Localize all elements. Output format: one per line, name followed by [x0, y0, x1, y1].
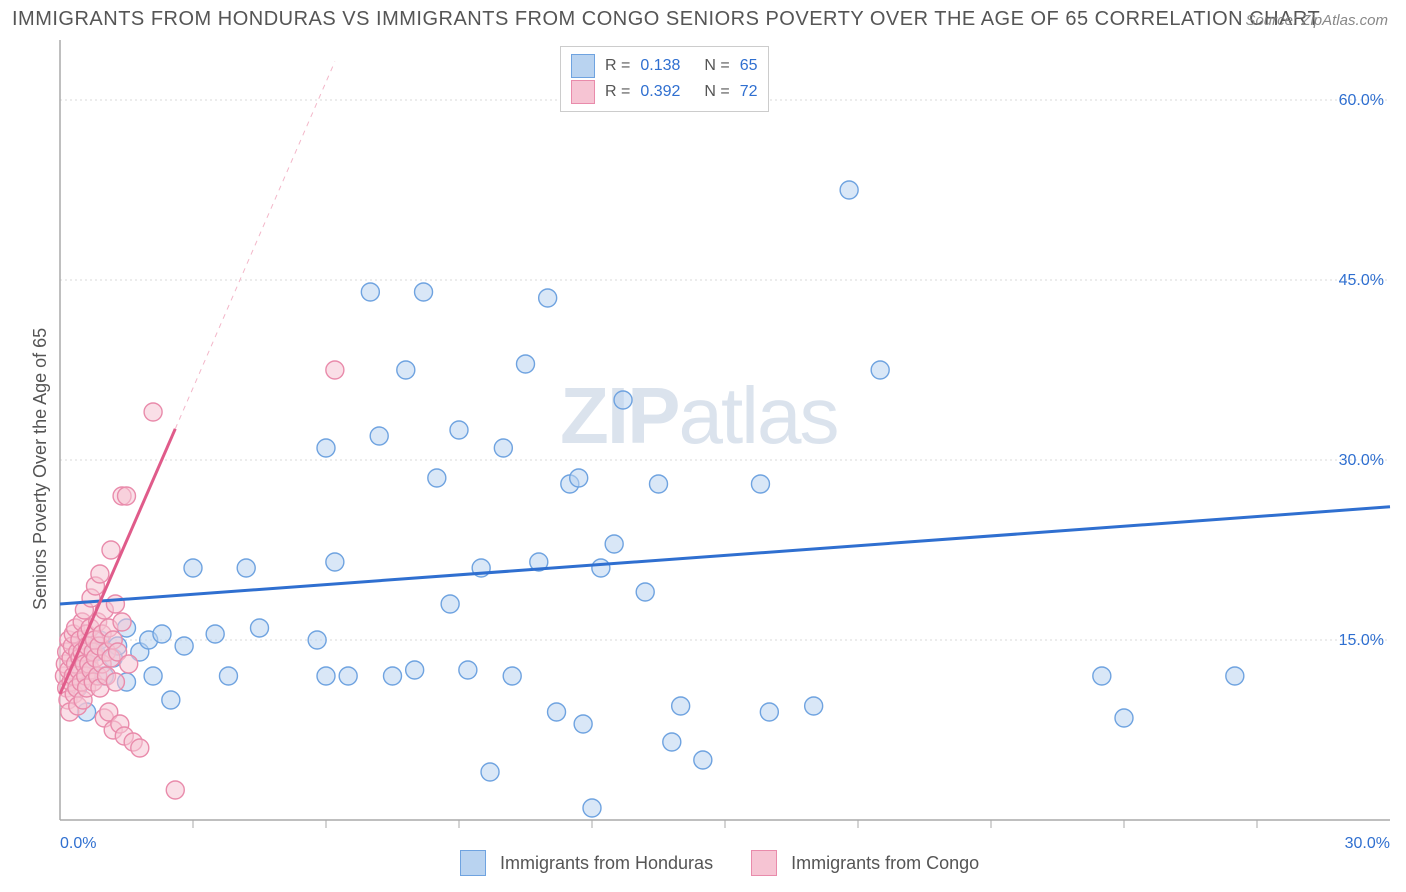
r-value: 0.138 [640, 53, 680, 79]
n-value: 72 [740, 79, 758, 105]
legend-swatch [751, 850, 777, 876]
stats-legend-row: R = 0.138 N = 65 [571, 53, 758, 79]
scatter-chart: 15.0% 30.0% 45.0% 60.0% 0.0% 30.0% [0, 0, 1406, 892]
r-label: R = [605, 53, 630, 79]
stats-legend-row: R = 0.392 N = 72 [571, 79, 758, 105]
r-value: 0.392 [640, 79, 680, 105]
legend-swatch [571, 54, 595, 78]
series-legend: Immigrants from Honduras Immigrants from … [460, 850, 1003, 876]
legend-swatch [460, 850, 486, 876]
stats-legend: R = 0.138 N = 65 R = 0.392 N = 72 [560, 46, 769, 112]
legend-swatch [571, 80, 595, 104]
legend-label: Immigrants from Congo [791, 853, 979, 874]
n-value: 65 [740, 53, 758, 79]
svg-text:30.0%: 30.0% [1345, 835, 1390, 852]
n-label: N = [704, 53, 729, 79]
n-label: N = [704, 79, 729, 105]
svg-text:60.0%: 60.0% [1339, 92, 1384, 109]
svg-text:45.0%: 45.0% [1339, 272, 1384, 289]
svg-text:30.0%: 30.0% [1339, 452, 1384, 469]
svg-text:0.0%: 0.0% [60, 835, 96, 852]
r-label: R = [605, 79, 630, 105]
svg-text:15.0%: 15.0% [1339, 632, 1384, 649]
legend-label: Immigrants from Honduras [500, 853, 713, 874]
